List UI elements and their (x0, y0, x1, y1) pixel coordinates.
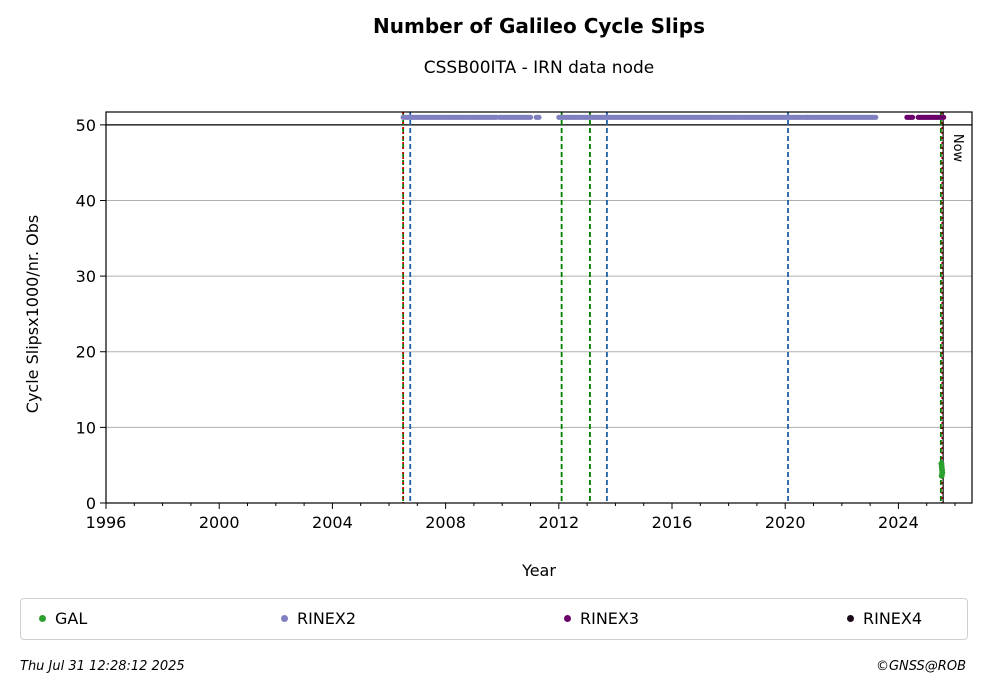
point-rinex3 (941, 114, 947, 120)
x-tick-label: 2024 (878, 513, 919, 532)
x-tick-label: 2004 (312, 513, 353, 532)
legend-label: GAL (55, 609, 88, 628)
legend-item-gal: GAL (39, 608, 87, 630)
point-rinex2 (873, 114, 879, 120)
legend-item-rinex3: RINEX3 (564, 608, 639, 630)
legend-label: RINEX3 (580, 609, 640, 628)
x-axis-ticks: 1996 2000 2004 2008 2012 2016 2020 2024 (86, 503, 956, 532)
point-rinex3 (909, 114, 916, 120)
legend-label: RINEX4 (863, 609, 923, 628)
y-tick-label: 10 (76, 418, 96, 437)
y-tick-label: 40 (76, 191, 96, 210)
y-tick-label: 50 (76, 116, 96, 135)
data-points (400, 114, 947, 479)
plot-frame (105, 111, 973, 504)
credit: ©GNSS@ROB (875, 659, 966, 674)
legend-gal-marker (39, 615, 46, 622)
legend-rinex2-marker (281, 615, 288, 622)
x-tick-label: 2016 (652, 513, 693, 532)
legend-rinex4-marker (847, 615, 854, 622)
y-tick-label: 20 (76, 343, 96, 362)
chart-legend: GAL RINEX2 RINEX3 RINEX4 (20, 598, 968, 640)
y-tick-label: 30 (76, 267, 96, 286)
x-axis-label: Year (521, 561, 556, 580)
legend-item-rinex4: RINEX4 (847, 608, 922, 630)
legend-item-rinex2: RINEX2 (281, 608, 356, 630)
point-rinex2 (527, 114, 534, 120)
timestamp: Thu Jul 31 12:28:12 2025 (20, 659, 185, 674)
event-lines (402, 112, 944, 503)
legend-label: RINEX2 (297, 609, 357, 628)
y-axis-ticks: 0 10 20 30 40 50 (76, 116, 106, 513)
chart-title: Number of Galileo Cycle Slips (373, 14, 705, 38)
chart-subtitle: CSSB00ITA - IRN data node (423, 58, 655, 78)
x-tick-label: 1996 (86, 513, 127, 532)
x-tick-label: 2012 (538, 513, 579, 532)
legend-rinex3-marker (564, 615, 571, 622)
point-gal (938, 472, 945, 479)
grid-lines (106, 124, 972, 428)
x-tick-label: 2000 (199, 513, 240, 532)
point-rinex2 (536, 114, 542, 120)
now-label: Now (950, 134, 965, 163)
y-axis-label: Cycle Slipsx1000/nr. Obs (23, 215, 42, 413)
x-tick-label: 2008 (425, 513, 466, 532)
x-tick-label: 2020 (765, 513, 806, 532)
y-tick-label: 0 (86, 494, 96, 513)
